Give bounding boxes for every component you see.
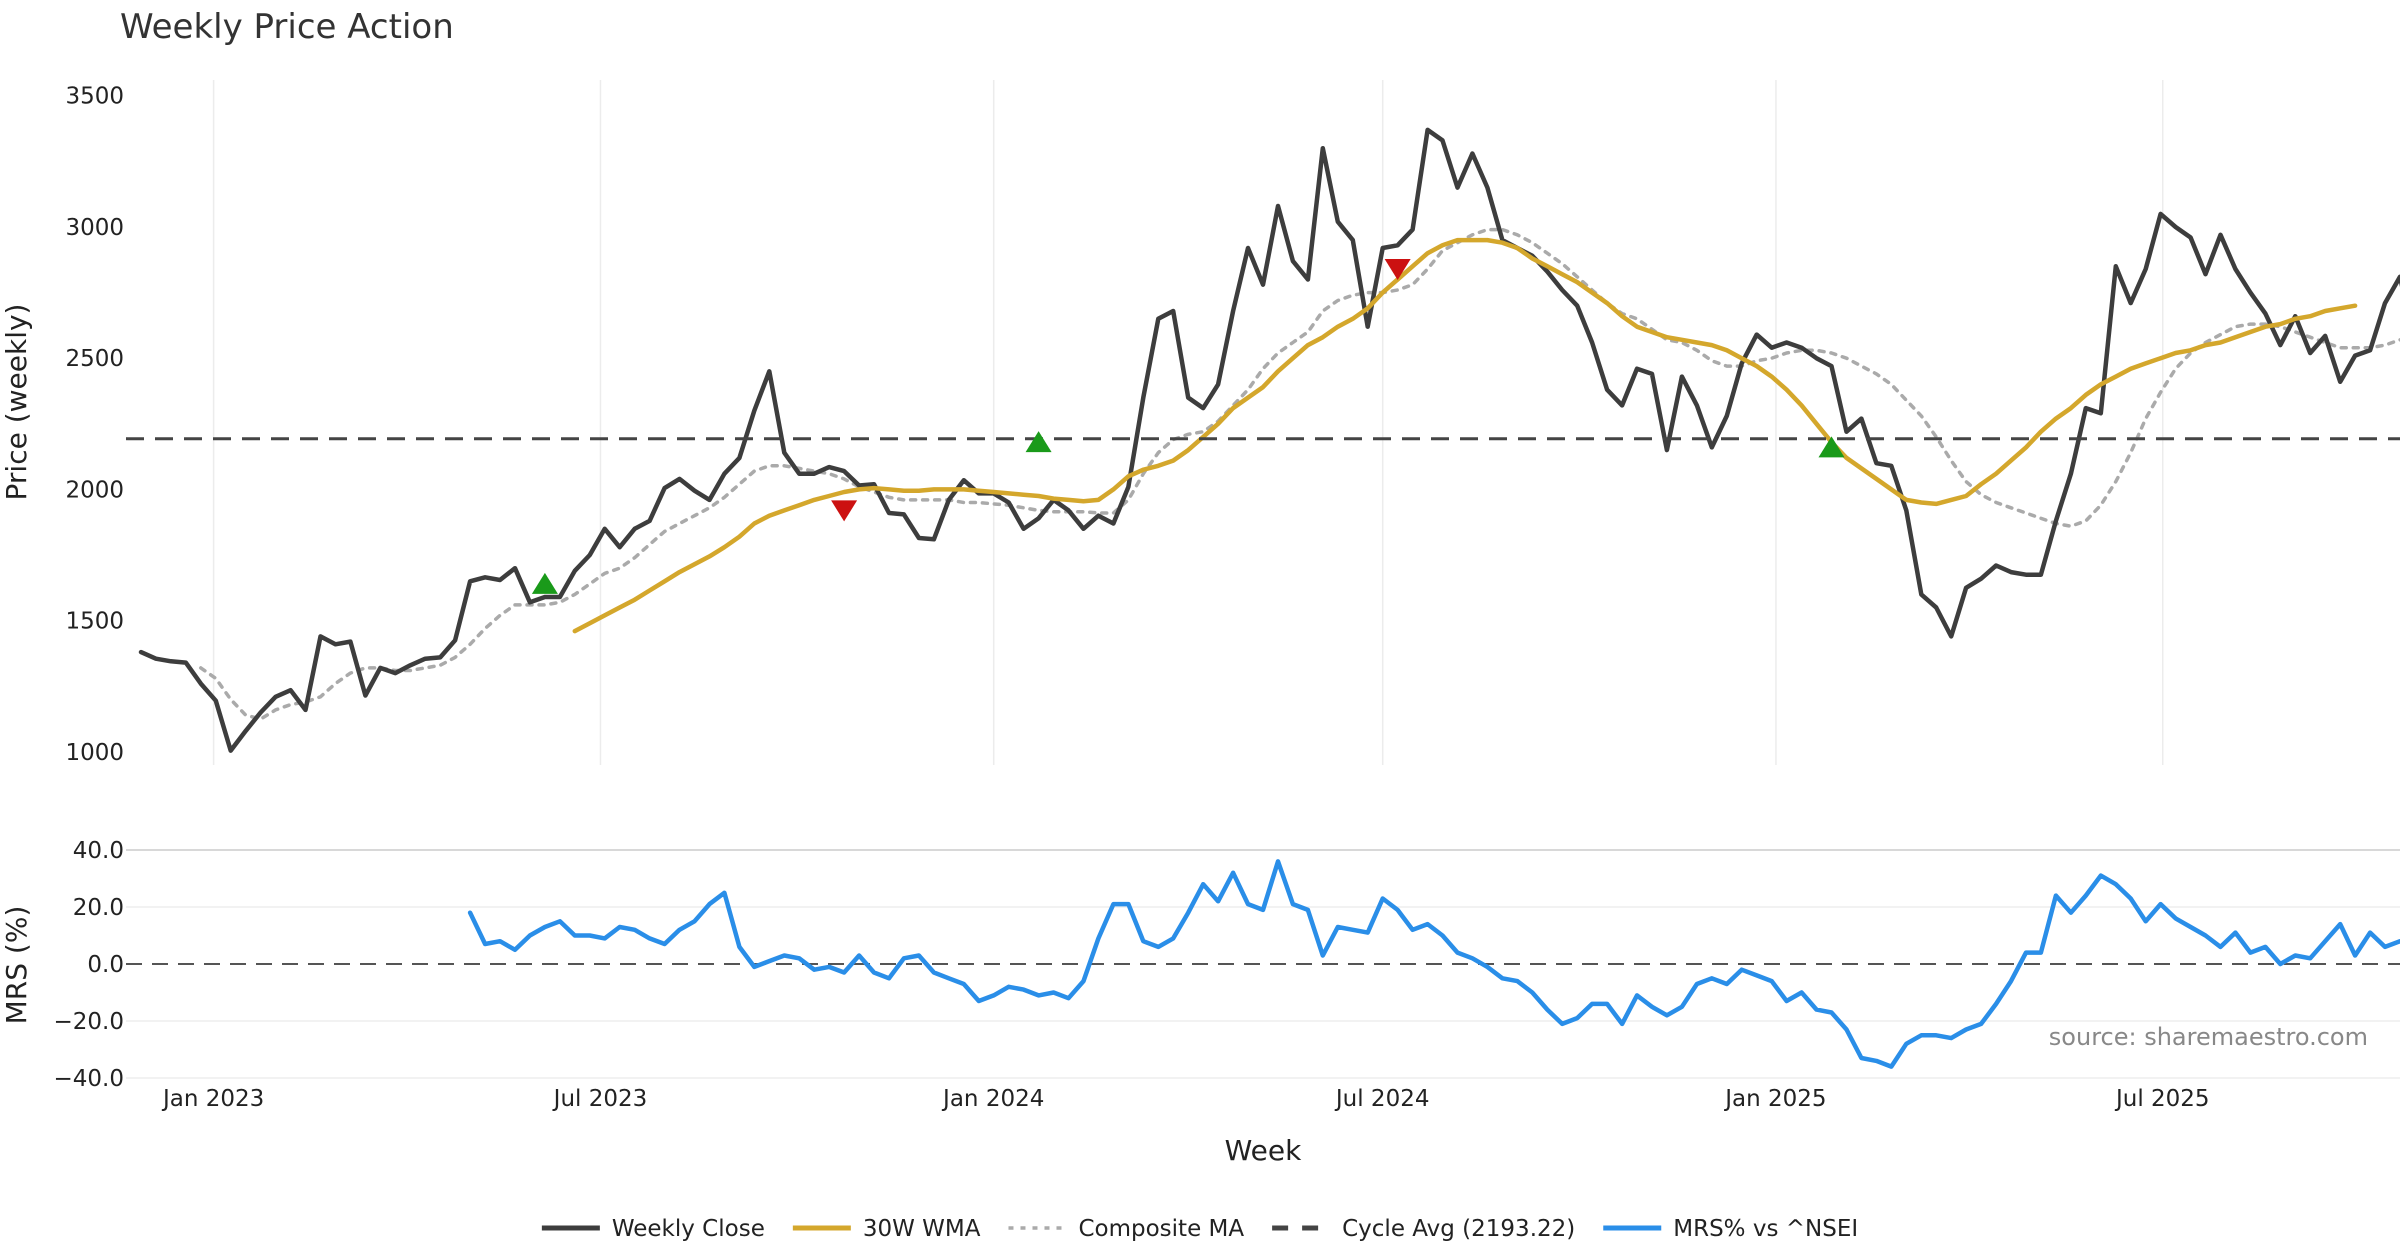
price-y-tick-label: 2500 [65,346,124,372]
series-line-weekly-close [138,127,2400,753]
mrs-y-axis-label: MRS (%) [0,906,33,1025]
x-axis-label: Week [1225,1134,1302,1167]
price-y-axis-label: Price (weekly) [0,304,33,501]
x-tick-label: Jan 2024 [941,1086,1044,1112]
x-tick-label: Jul 2024 [1334,1086,1430,1112]
sell-signal-marker [831,500,858,522]
series-line-mrs [467,859,2400,1069]
mrs-y-tick-label: 0.0 [87,952,124,978]
x-tick-label: Jan 2025 [1723,1086,1826,1112]
buy-signal-marker [1025,431,1052,453]
x-tick-label: Jul 2025 [2114,1086,2210,1112]
price-y-tick-label: 2000 [65,477,124,503]
price-y-ticks: 1000 1500 2000 2500 3000 3500 [65,84,124,766]
legend-label: MRS% vs ^NSEI [1673,1216,1858,1242]
mrs-y-tick-label: −20.0 [54,1009,124,1035]
price-y-tick-label: 3000 [65,215,124,241]
chart-legend: Weekly Close 30W WMA Composite MA Cycle Avg… [541,1216,1858,1242]
price-y-tick-label: 1500 [65,609,124,635]
x-tick-label: Jul 2023 [552,1086,648,1112]
signal-markers [531,258,1845,594]
x-ticks: Jan 2023 Jul 2023 Jan 2024 Jul 2024 Jan 2025… [161,1086,2210,1112]
price-y-tick-label: 1000 [65,740,124,766]
mrs-y-tick-label: −40.0 [54,1066,124,1092]
buy-signal-marker [1818,436,1845,458]
chart-title: Weekly Price Action [120,7,454,47]
x-tick-label: Jan 2023 [161,1086,264,1112]
legend-label: Weekly Close [612,1216,765,1242]
price-series-group [126,127,2400,753]
mrs-y-ticks: 40.0 20.0 0.0 −20.0 −40.0 [54,838,124,1092]
legend-label: Cycle Avg (2193.22) [1342,1216,1575,1242]
mrs-y-tick-label: 40.0 [73,838,124,864]
buy-signal-marker [531,572,558,594]
price-grid [212,80,2164,765]
source-attribution: source: sharemaestro.com [2049,1023,2368,1051]
legend-label: 30W WMA [863,1216,981,1242]
series-line-30w-wma [572,237,2358,634]
mrs-series-group [467,859,2400,1069]
mrs-y-tick-label: 20.0 [73,895,124,921]
mrs-grid [126,849,2400,1079]
legend-label: Composite MA [1078,1216,1244,1242]
sell-signal-marker [1384,258,1411,280]
price-y-tick-label: 3500 [65,84,124,110]
